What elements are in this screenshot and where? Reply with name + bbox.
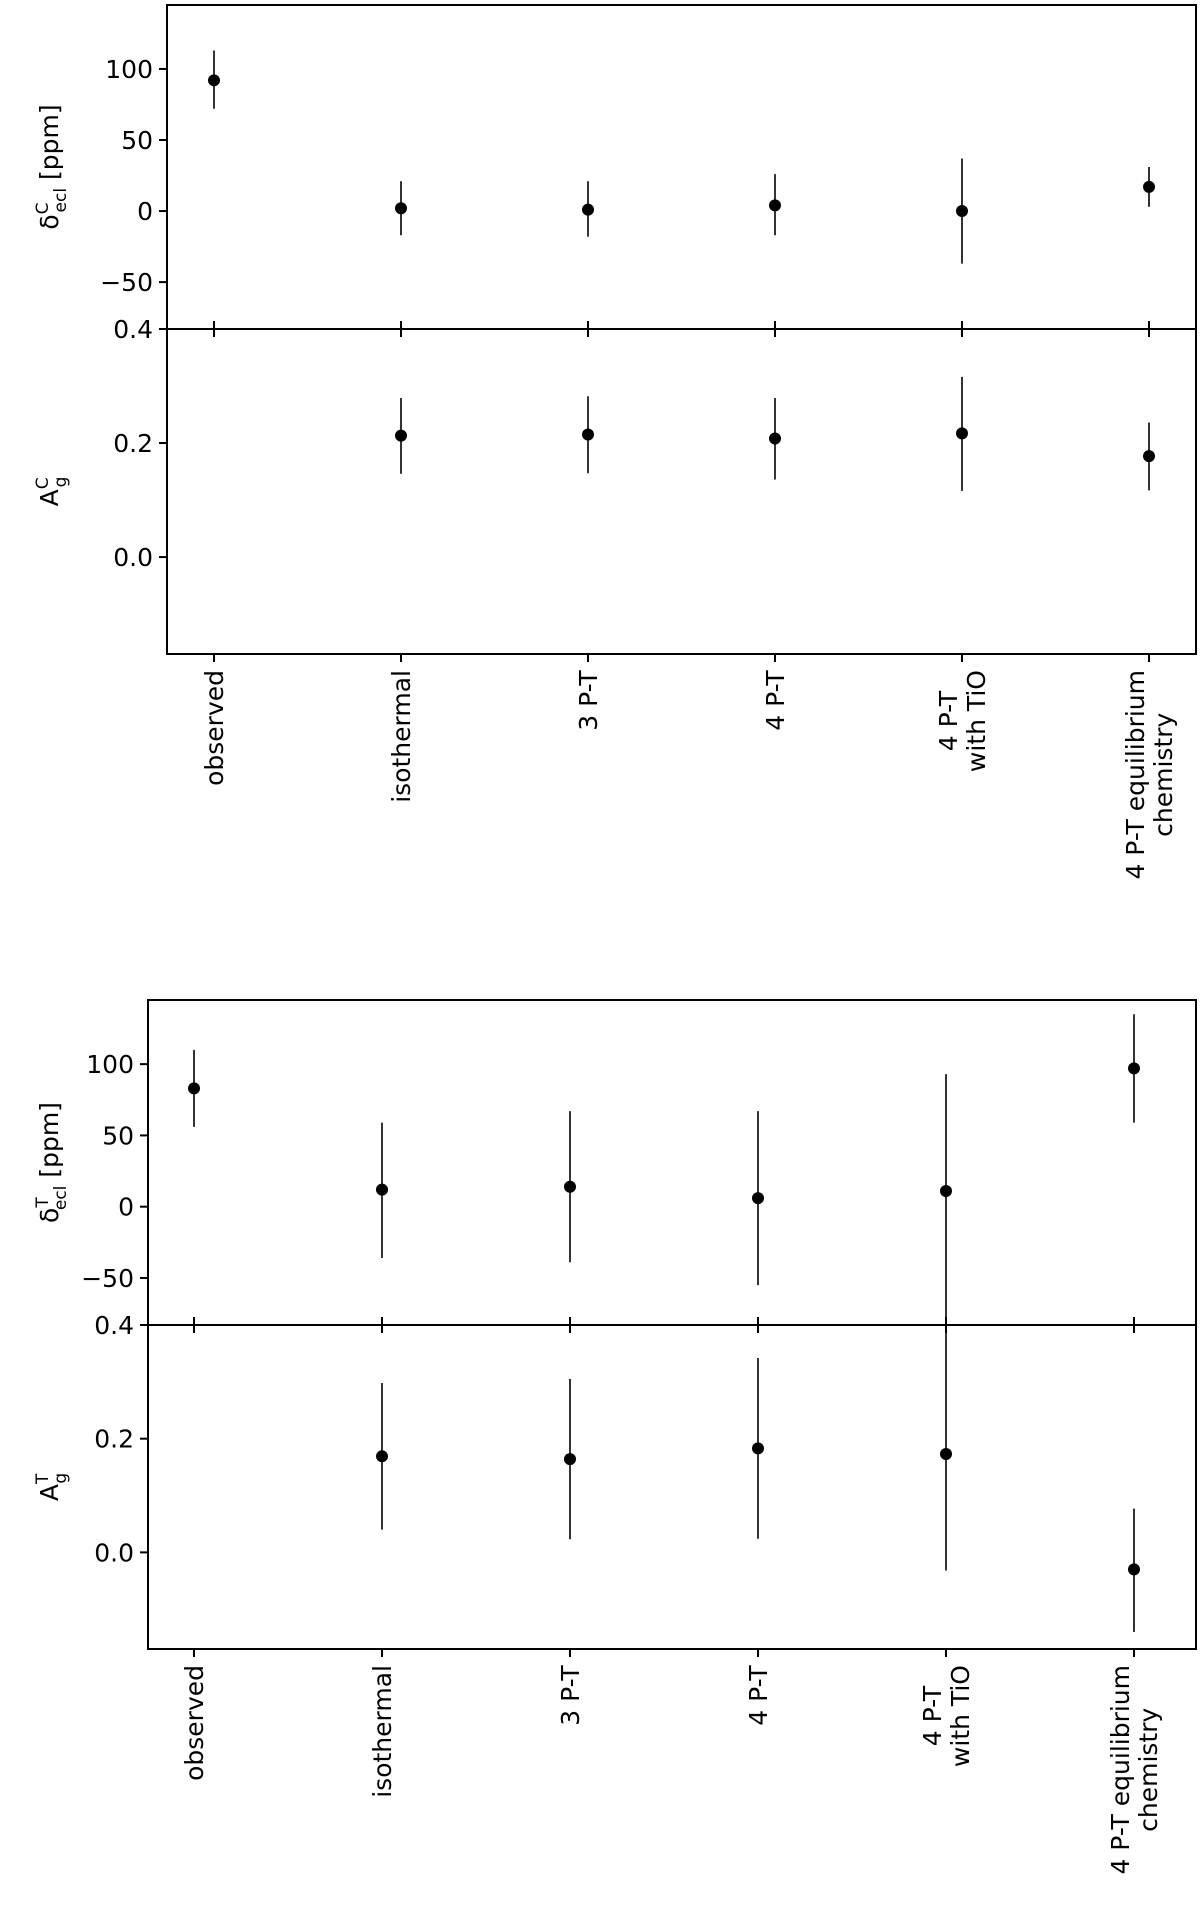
- bottom-lower-ytick-label: 0.4: [94, 1311, 134, 1340]
- chart-bottom: −50 0 50 100 δTecl [ppm] 0.0 0.2 0.4 ATg observed…: [33, 999, 1197, 1875]
- bottom-upper-ytick-label: 0: [118, 1193, 134, 1222]
- top-upper-point: [956, 205, 968, 218]
- top-upper-point: [582, 203, 594, 216]
- bottom-upper-point: [564, 1180, 576, 1193]
- category-label: observed: [180, 1665, 209, 1781]
- category-label: 4 P-T: [744, 1665, 773, 1726]
- category-label: 3 P-T: [574, 670, 603, 731]
- top-lower-point: [1143, 450, 1155, 463]
- top-upper-point: [395, 202, 407, 215]
- category-label: isothermal: [387, 670, 416, 803]
- bottom-lower-point: [752, 1442, 764, 1455]
- top-upper-point: [769, 199, 781, 212]
- bottom-upper-point: [752, 1192, 764, 1205]
- category-label: observed: [200, 670, 229, 786]
- top-upper-point: [208, 74, 220, 87]
- top-lower-ytick-label: 0.0: [113, 543, 153, 572]
- top-upper-point: [1143, 180, 1155, 193]
- bottom-upper-point: [188, 1082, 200, 1095]
- bottom-upper-ylabel: δTecl [ppm]: [33, 1102, 71, 1223]
- bottom-lower-point: [940, 1448, 952, 1461]
- category-label: 3 P-T: [556, 1665, 585, 1726]
- category-label: 4 P-T equilibriumchemistry: [1121, 670, 1178, 880]
- bottom-lower-ytick-label: 0.0: [94, 1538, 134, 1567]
- top-upper-ytick-label: 100: [105, 55, 153, 84]
- bottom-upper-ytick-label: −50: [81, 1264, 134, 1293]
- chart-top: −50 0 50 100 δCecl [ppm] 0.0 0.2 0.4 ACg observed…: [33, 4, 1197, 880]
- top-lower-ytick-label: 0.4: [113, 315, 153, 344]
- top-lower-point: [769, 432, 781, 445]
- bottom-upper-point: [376, 1183, 388, 1196]
- bottom-lower-point: [376, 1450, 388, 1463]
- bottom-upper-ytick-label: 50: [102, 1121, 134, 1150]
- category-label: 4 P-Twith TiO: [918, 1665, 975, 1767]
- category-label: 4 P-T: [761, 670, 790, 731]
- top-upper-ytick-label: 50: [121, 126, 153, 155]
- top-upper-ylabel: δCecl [ppm]: [33, 104, 71, 229]
- top-lower-point: [582, 428, 594, 441]
- bottom-upper-point: [1128, 1062, 1140, 1075]
- category-label: isothermal: [368, 1665, 397, 1798]
- bottom-upper-point: [940, 1185, 952, 1198]
- bottom-lower-point: [1128, 1563, 1140, 1576]
- bottom-lower-point: [564, 1453, 576, 1466]
- top-lower-point: [395, 429, 407, 442]
- top-upper-ytick-label: −50: [100, 268, 153, 297]
- top-lower-ytick-label: 0.2: [113, 429, 153, 458]
- top-lower-ylabel: ACg: [33, 477, 71, 507]
- bottom-lower-ylabel: ATg: [33, 1473, 71, 1501]
- category-label: 4 P-Twith TiO: [934, 670, 991, 772]
- bottom-lower-ytick-label: 0.2: [94, 1425, 134, 1454]
- bottom-upper-ytick-label: 100: [86, 1050, 134, 1079]
- top-lower-point: [956, 427, 968, 440]
- category-label: 4 P-T equilibriumchemistry: [1106, 1665, 1163, 1875]
- top-upper-ytick-label: 0: [137, 197, 153, 226]
